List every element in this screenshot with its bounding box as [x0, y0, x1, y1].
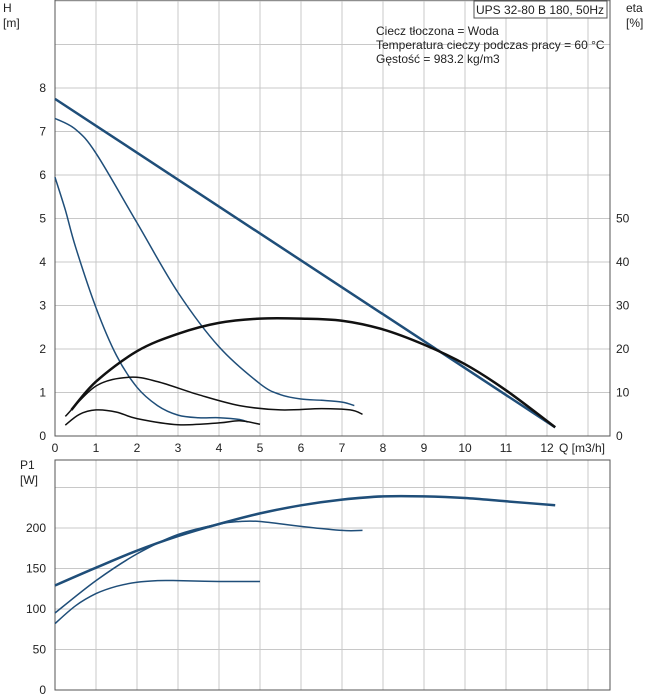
flow-axis-ticks: 0 1 2 3 4 5 6 7 8 9 10 11 12 [52, 441, 554, 455]
flow-tick-label: 5 [257, 441, 264, 455]
flow-tick-label: 11 [500, 441, 513, 455]
power-chart-grid [55, 460, 610, 690]
efficiency-curve-4 [70, 316, 556, 429]
head-curve-3 [54, 176, 248, 423]
flow-tick-label: 3 [175, 441, 182, 455]
head-axis-ticks: 0 1 2 3 4 5 6 7 8 [39, 81, 46, 443]
power-chart-curves [54, 494, 556, 625]
flow-tick-label: 0 [52, 441, 59, 455]
efficiency-curve-5 [64, 376, 363, 417]
power-tick-label: 50 [33, 643, 47, 657]
info-line-liquid: Ciecz tłoczona = Woda [376, 24, 499, 38]
efficiency-curve-6 [64, 409, 261, 426]
head-tick-label: 7 [39, 125, 46, 139]
power-curve-1 [54, 494, 556, 587]
info-line-temperature: Temperatura cieczy podczas pracy = 60 °C [376, 38, 605, 52]
head-curve-2 [54, 117, 355, 407]
head-chart-frame [54, 0, 611, 437]
pump-model-box [473, 0, 608, 19]
flow-tick-label: 7 [339, 441, 346, 455]
power-tick-label: 0 [39, 683, 46, 697]
efficiency-tick-label: 30 [616, 299, 630, 313]
power-tick-label: 150 [26, 562, 46, 576]
head-curve-1 [54, 97, 556, 429]
flow-tick-label: 8 [380, 441, 387, 455]
head-tick-label: 0 [39, 429, 46, 443]
flow-tick-label: 1 [93, 441, 100, 455]
head-tick-label: 6 [39, 168, 46, 182]
power-curve-3 [54, 579, 261, 625]
efficiency-axis-unit: [%] [626, 16, 643, 30]
head-chart-curves [54, 97, 556, 429]
info-line-density: Gęstość = 983.2 kg/m3 [376, 52, 500, 66]
head-axis-unit: [m] [3, 16, 20, 30]
head-tick-label: 4 [39, 255, 46, 269]
power-tick-label: 100 [26, 602, 46, 616]
flow-axis-label: Q [m3/h] [559, 441, 605, 455]
power-chart: P1 [W] 0 50 100 150 200 [20, 458, 611, 697]
head-tick-label: 5 [39, 212, 46, 226]
power-curve-2 [54, 520, 363, 614]
flow-tick-label: 12 [540, 441, 554, 455]
flow-tick-label: 10 [458, 441, 472, 455]
head-tick-label: 3 [39, 299, 46, 313]
power-axis-ticks: 0 50 100 150 200 [26, 521, 46, 697]
efficiency-tick-label: 50 [616, 212, 630, 226]
flow-tick-label: 9 [421, 441, 428, 455]
pump-model-title: UPS 32-80 B 180, 50Hz [476, 3, 604, 17]
head-chart-grid [55, 0, 610, 436]
power-chart-frame [54, 459, 611, 691]
flow-tick-label: 6 [298, 441, 305, 455]
efficiency-tick-label: 10 [616, 386, 630, 400]
power-tick-label: 200 [26, 521, 46, 535]
efficiency-tick-label: 40 [616, 255, 630, 269]
head-chart: UPS 32-80 B 180, 50Hz Ciecz tłoczona = W… [3, 0, 643, 455]
flow-tick-label: 2 [134, 441, 141, 455]
power-axis-unit: [W] [20, 473, 38, 487]
power-axis-name: P1 [20, 458, 35, 472]
head-axis-name: H [3, 1, 12, 15]
efficiency-axis-name: eta [626, 1, 643, 15]
efficiency-axis-ticks: 0 10 20 30 40 50 [616, 212, 630, 444]
head-tick-label: 8 [39, 81, 46, 95]
head-tick-label: 2 [39, 342, 46, 356]
flow-tick-label: 4 [216, 441, 223, 455]
efficiency-tick-label: 0 [616, 429, 623, 443]
head-tick-label: 1 [39, 386, 46, 400]
efficiency-tick-label: 20 [616, 342, 630, 356]
